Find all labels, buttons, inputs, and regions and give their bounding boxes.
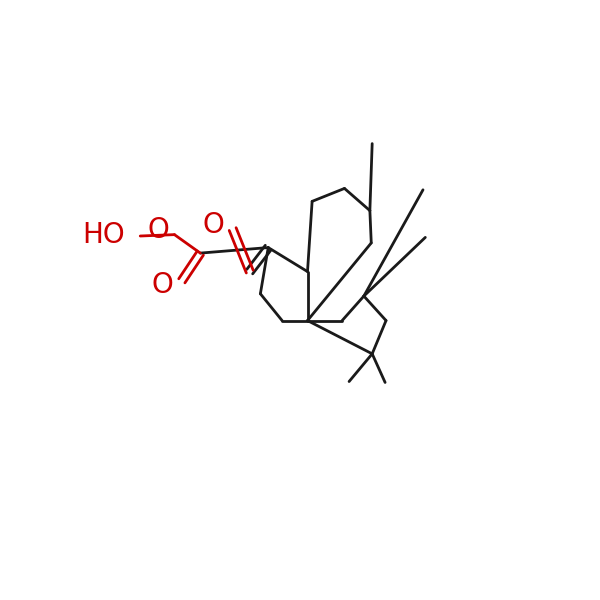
Text: HO: HO — [82, 221, 125, 248]
Text: O: O — [203, 211, 224, 239]
Text: O: O — [152, 271, 173, 299]
Text: O: O — [147, 217, 169, 244]
